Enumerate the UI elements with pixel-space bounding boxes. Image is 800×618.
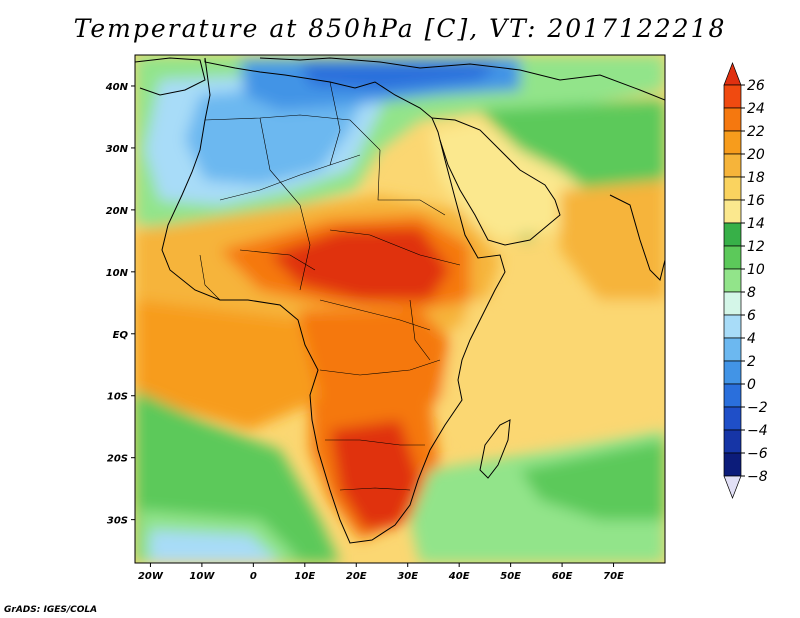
colorbar-label: 2 (747, 354, 756, 370)
colorbar-label: 12 (747, 239, 765, 255)
india-coastline (609, 194, 665, 281)
colorbar-label: 22 (747, 124, 765, 140)
colorbar-label: 8 (747, 285, 756, 301)
colorbar-swatch (723, 291, 742, 316)
colorbar-swatch (723, 452, 742, 477)
x-tick-label: 40E (448, 571, 470, 582)
x-tick-label: 50E (500, 571, 521, 582)
coastlines (135, 57, 665, 544)
colorbar-label: −4 (747, 423, 768, 439)
y-tick-label: 40N (105, 82, 129, 93)
southern-africa-very-hot (330, 420, 420, 530)
country-borders (199, 81, 461, 491)
x-tick-label: 20E (346, 571, 367, 582)
y-tick-label: 30S (107, 516, 128, 527)
x-tick-label: 0 (250, 571, 257, 582)
x-tick-label: 60E (552, 571, 573, 582)
atlantic-warm (135, 300, 320, 430)
y-tick-label: 20S (107, 454, 128, 465)
colorbar-label: 16 (747, 193, 765, 209)
chart-title: Temperature at 850hPa [C], VT: 201712221… (73, 14, 727, 43)
x-tick-label: 10W (189, 571, 215, 582)
deep-cold-core (300, 60, 500, 90)
colorbar-swatch (723, 84, 742, 109)
x-tick-label: 10E (294, 571, 315, 582)
colorbar-swatch (723, 268, 742, 293)
colorbar-label: 4 (747, 331, 756, 347)
y-tick-label: 10S (107, 392, 128, 403)
y-tick-label: 10N (106, 268, 129, 279)
x-tick-label: 20W (138, 571, 164, 582)
africa-coastline (161, 57, 506, 544)
colorbar-swatch (723, 153, 742, 178)
colorbar-swatch (723, 176, 742, 201)
colorbar-bottom-arrow (723, 475, 742, 499)
colorbar-label: 26 (747, 78, 765, 94)
colorbar-label: 24 (747, 101, 765, 117)
middle-east-green (480, 100, 665, 200)
colorbar-label: 6 (747, 308, 756, 324)
arabia-coastline (431, 117, 561, 246)
y-tick-label: EQ (113, 330, 129, 341)
x-axis-ticks: 20W 10W 0 10E 20E 30E 40E 50E 60E 70E (138, 563, 624, 582)
colorbar-swatch (723, 429, 742, 454)
colorbar-label: −8 (747, 469, 768, 485)
central-africa-hot (300, 310, 450, 420)
sahel-very-hot (270, 228, 450, 300)
colorbar-label: 20 (747, 147, 765, 163)
colorbar-label: −6 (747, 446, 768, 462)
colorbar-swatch (723, 222, 742, 247)
colorbar-label: 0 (747, 377, 756, 393)
colorbar-swatch (723, 130, 742, 155)
colorbar-swatch (723, 314, 742, 339)
india-warm (560, 180, 665, 320)
europe-coastline (259, 57, 665, 101)
indian-ocean-green (520, 440, 665, 520)
colorbar-label: 14 (747, 216, 765, 232)
y-axis-ticks: 40N 30N 20N 10N EQ 10S 20S 30S (105, 82, 135, 527)
y-tick-label: 30N (106, 144, 129, 155)
x-tick-label: 70E (603, 571, 624, 582)
colorbar-label: −2 (747, 400, 768, 416)
colorbar-swatch (723, 360, 742, 385)
colorbar-swatch (723, 245, 742, 270)
iberia-coastline (135, 57, 206, 96)
colorbar-swatch (723, 406, 742, 431)
temperature-field (135, 55, 665, 563)
colorbar-label: 18 (747, 170, 765, 186)
colorbar-swatch (723, 337, 742, 362)
colorbar-swatch (723, 383, 742, 408)
map-frame (134, 54, 666, 564)
colorbar-top-arrow (723, 62, 742, 86)
x-tick-label: 30E (397, 571, 418, 582)
madagascar-coastline (479, 419, 511, 479)
colorbar-swatch (723, 199, 742, 224)
colorbar-swatch (723, 107, 742, 132)
footer-credit: GrADS: IGES/COLA (4, 605, 98, 615)
south-atlantic-cold (150, 530, 280, 563)
colorbar-label: 10 (747, 262, 765, 278)
indian-ocean-warm (440, 300, 665, 450)
y-tick-label: 20N (106, 206, 129, 217)
